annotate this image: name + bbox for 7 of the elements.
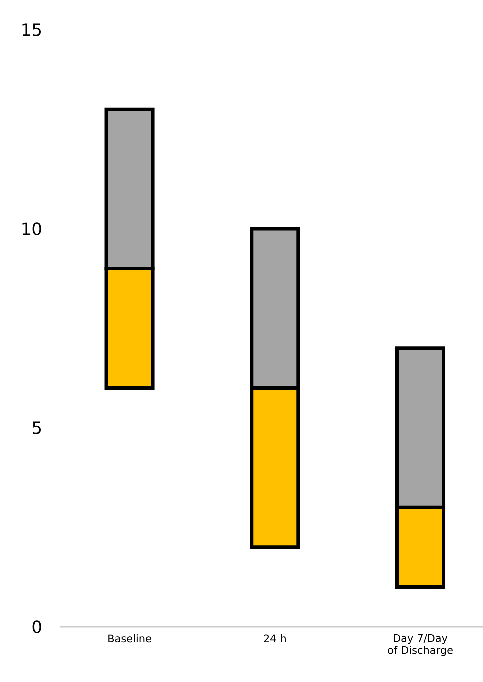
- x-tick-label: Baseline: [108, 634, 152, 643]
- x-tick-label: Day 7/Day of Discharge: [388, 634, 453, 656]
- y-tick-label: 10: [22, 222, 42, 236]
- y-tick-label: 15: [22, 24, 41, 36]
- y-tick-label: 0: [32, 620, 42, 634]
- x-tick-label: 24 h: [264, 634, 286, 642]
- y-tick-label: 5: [33, 422, 41, 434]
